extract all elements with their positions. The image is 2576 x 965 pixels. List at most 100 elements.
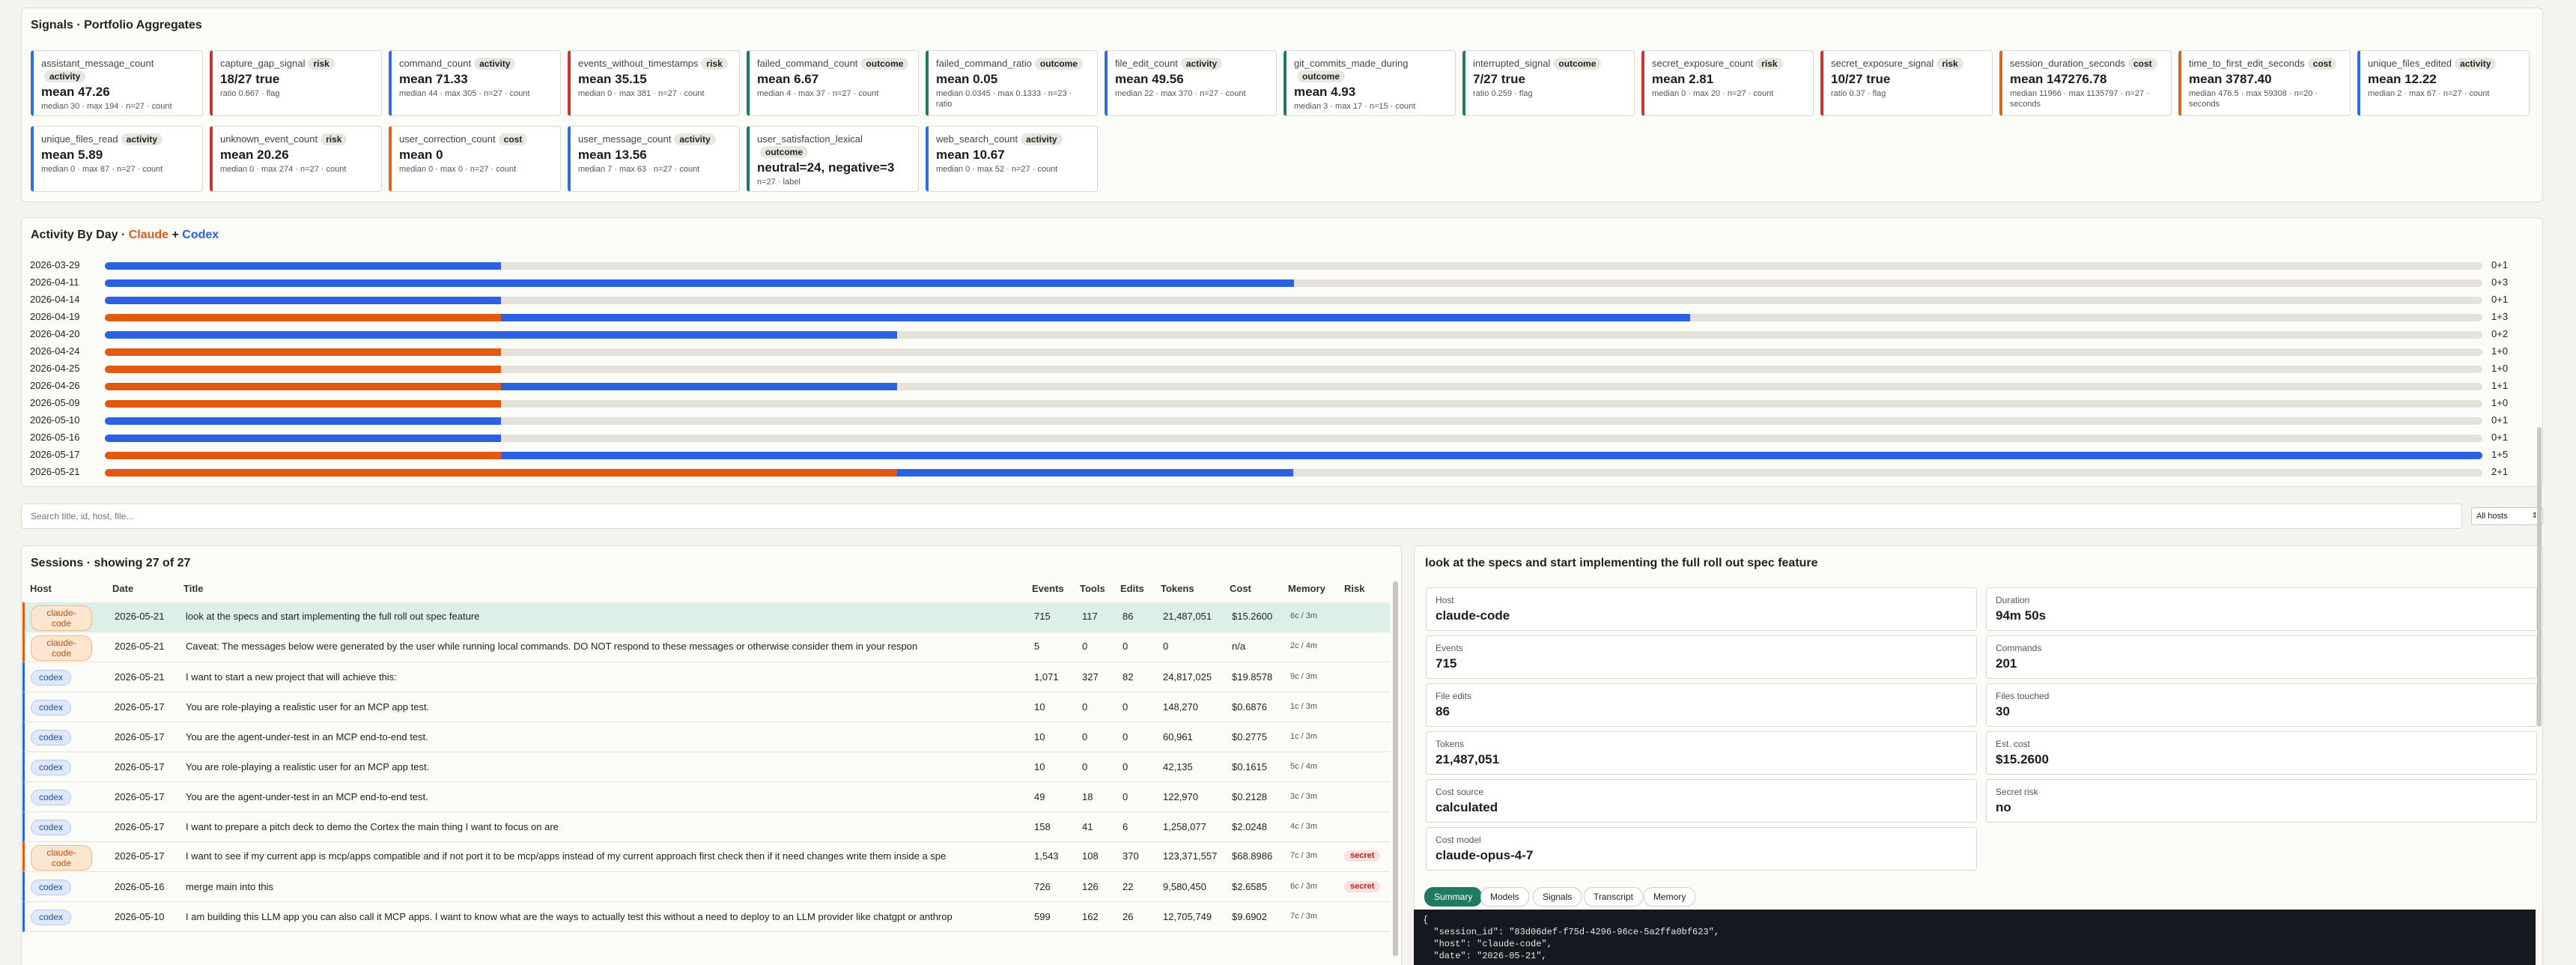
session-tools: 41: [1082, 821, 1093, 832]
signal-card-events-without-timestamps[interactable]: events_without_timestamps risk mean 35.15 m…: [568, 50, 740, 116]
signal-card-secret-exposure-signal[interactable]: secret_exposure_signal risk 10/27 true rati…: [1820, 50, 1993, 116]
signal-card-user-satisfaction-lexical[interactable]: user_satisfaction_lexicaloutcome neutral=…: [747, 126, 919, 192]
table-row[interactable]: claude-code 2026-05-17 I want to see if my…: [22, 842, 1390, 872]
tab-memory[interactable]: Memory: [1644, 887, 1696, 907]
signal-value: mean 0.05: [936, 72, 998, 86]
signal-tag: risk: [308, 58, 335, 70]
signal-card-web-search-count[interactable]: web_search_count activity mean 10.67 median…: [926, 126, 1098, 192]
session-memory: 4c / 3m: [1290, 822, 1318, 831]
signal-name: web_search_count activity: [936, 133, 1090, 145]
col-tokens[interactable]: Tokens: [1161, 583, 1194, 594]
host-filter-select[interactable]: All hosts ⇕: [2471, 507, 2543, 525]
col-risk[interactable]: Risk: [1344, 583, 1365, 594]
activity-row: 2026-03-29 0+1: [30, 257, 2546, 273]
session-edits: 0: [1123, 701, 1128, 713]
signal-card-failed-command-count[interactable]: failed_command_count outcome mean 6.67 medi…: [747, 50, 919, 116]
col-memory[interactable]: Memory: [1288, 583, 1325, 594]
session-events: 1,071: [1034, 671, 1059, 683]
table-row[interactable]: codex 2026-05-17 You are role-playing a re…: [22, 692, 1390, 722]
session-title: look at the specs and start implementing…: [186, 611, 480, 622]
col-tools[interactable]: Tools: [1080, 583, 1105, 594]
table-row[interactable]: codex 2026-05-17 You are the agent-under-t…: [22, 782, 1390, 812]
session-memory: 5c / 4m: [1290, 762, 1318, 771]
col-host[interactable]: Host: [30, 583, 52, 594]
session-tokens: 9,580,450: [1163, 881, 1206, 892]
table-row[interactable]: claude-code 2026-05-21 Caveat: The message…: [22, 632, 1390, 662]
detail-label: Duration: [1996, 595, 2030, 605]
signal-card-user-message-count[interactable]: user_message_count activity mean 13.56 medi…: [568, 126, 740, 192]
signal-card-file-edit-count[interactable]: file_edit_count activity mean 49.56 median …: [1105, 50, 1277, 116]
table-row[interactable]: claude-code 2026-05-21 look at the specs a…: [22, 602, 1390, 632]
tab-transcript[interactable]: Transcript: [1584, 887, 1643, 907]
chevron-updown-icon: ⇕: [2531, 512, 2538, 520]
session-tokens: 21,487,051: [1163, 611, 1212, 622]
signal-stats: median 0 · max 87 · n=27 · count: [41, 165, 163, 174]
signal-card-capture-gap-signal[interactable]: capture_gap_signal risk 18/27 true ratio 0.…: [210, 50, 382, 116]
sessions-scrollbar[interactable]: [1393, 581, 1398, 956]
signal-stats: ratio 0.667 · flag: [220, 89, 280, 98]
table-row[interactable]: codex 2026-05-17 You are role-playing a re…: [22, 752, 1390, 782]
signal-card-git-commits-made-during[interactable]: git_commits_made_duringoutcome mean 4.93 m…: [1284, 50, 1456, 116]
host-badge: codex: [31, 880, 72, 895]
table-row[interactable]: codex 2026-05-17 You are the agent-under-t…: [22, 722, 1390, 752]
session-events: 5: [1034, 641, 1040, 652]
activity-count: 1+0: [2491, 397, 2509, 408]
activity-row: 2026-05-21 2+1: [30, 464, 2546, 480]
col-events[interactable]: Events: [1032, 583, 1064, 594]
activity-row: 2026-04-26 1+1: [30, 378, 2546, 394]
signal-card-command-count[interactable]: command_count activity mean 71.33 median 44…: [389, 50, 561, 116]
signal-tag: activity: [2455, 58, 2497, 70]
col-edits[interactable]: Edits: [1120, 583, 1144, 594]
signal-card-user-correction-count[interactable]: user_correction_count cost mean 0 median 0 …: [389, 126, 561, 192]
table-row[interactable]: codex 2026-05-17 I want to prepare a pitch…: [22, 812, 1390, 842]
signal-name: file_edit_count activity: [1115, 57, 1269, 70]
detail-scrollbar[interactable]: [2537, 427, 2542, 727]
activity-title-prefix: Activity By Day ·: [31, 229, 129, 241]
signal-tag: activity: [1180, 58, 1223, 70]
detail-value: 30: [1996, 704, 2010, 719]
signal-card-time-to-first-edit-seconds[interactable]: time_to_first_edit_seconds cost mean 3787.…: [2178, 50, 2351, 116]
tab-signals[interactable]: Signals: [1533, 887, 1582, 907]
signal-card-session-duration-seconds[interactable]: session_duration_seconds cost mean 147276.…: [1999, 50, 2172, 116]
col-date[interactable]: Date: [112, 583, 134, 594]
signal-tag: cost: [2127, 58, 2157, 70]
activity-row: 2026-04-25 1+0: [30, 360, 2546, 377]
signal-stats: median 22 · max 370 · n=27 · count: [1115, 89, 1246, 98]
session-cost: $0.2775: [1232, 731, 1267, 742]
tab-summary[interactable]: Summary: [1424, 887, 1483, 907]
session-cost: $2.6585: [1232, 881, 1267, 892]
session-events: 599: [1034, 911, 1051, 922]
signal-card-unknown-event-count[interactable]: unknown_event_count risk mean 20.26 median …: [210, 126, 382, 192]
signal-stats: median 0 · max 381 · n=27 · count: [578, 89, 705, 98]
sessions-title: Sessions · showing 27 of 27: [31, 557, 191, 569]
signal-card-unique-files-edited[interactable]: unique_files_edited activity mean 12.22 med…: [2357, 50, 2530, 116]
session-tokens: 0: [1163, 641, 1169, 652]
signal-value: mean 6.67: [757, 72, 819, 86]
signal-card-unique-files-read[interactable]: unique_files_read activity mean 5.89 median…: [31, 126, 203, 192]
activity-row: 2026-05-16 0+1: [30, 429, 2546, 446]
signal-name: time_to_first_edit_seconds cost: [2189, 57, 2342, 70]
search-input[interactable]: [21, 503, 2462, 529]
table-row[interactable]: codex 2026-05-16 merge main into this 726 12…: [22, 872, 1390, 902]
table-row[interactable]: codex 2026-05-10 I am building this LLM ap…: [22, 902, 1390, 932]
tab-models[interactable]: Models: [1480, 887, 1529, 907]
signal-card-failed-command-ratio[interactable]: failed_command_ratio outcome mean 0.05 medi…: [926, 50, 1098, 116]
activity-track: [105, 452, 2482, 459]
signal-card-interrupted-signal[interactable]: interrupted_signal outcome 7/27 true ratio …: [1462, 50, 1635, 116]
signal-stats: median 44 · max 305 · n=27 · count: [399, 89, 530, 98]
signal-tag: cost: [498, 133, 528, 145]
signal-tag: risk: [1936, 58, 1963, 70]
claude-bar: [105, 400, 502, 408]
col-cost[interactable]: Cost: [1230, 583, 1251, 594]
session-title: You are the agent-under-test in an MCP e…: [186, 791, 428, 802]
col-title[interactable]: Title: [183, 583, 204, 594]
signal-tag: outcome: [860, 58, 909, 70]
table-row[interactable]: codex 2026-05-21 I want to start a new pro…: [22, 662, 1390, 692]
signal-stats: median 0 · max 274 · n=27 · count: [220, 165, 347, 174]
signal-card-assistant-message-count[interactable]: assistant_message_countactivity mean 47.2…: [31, 50, 203, 116]
signal-name: unique_files_read activity: [41, 133, 195, 145]
activity-track: [105, 469, 2482, 477]
activity-track: [105, 417, 2482, 425]
signal-card-secret-exposure-count[interactable]: secret_exposure_count risk mean 2.81 median…: [1641, 50, 1814, 116]
signal-tag: activity: [1021, 133, 1063, 145]
